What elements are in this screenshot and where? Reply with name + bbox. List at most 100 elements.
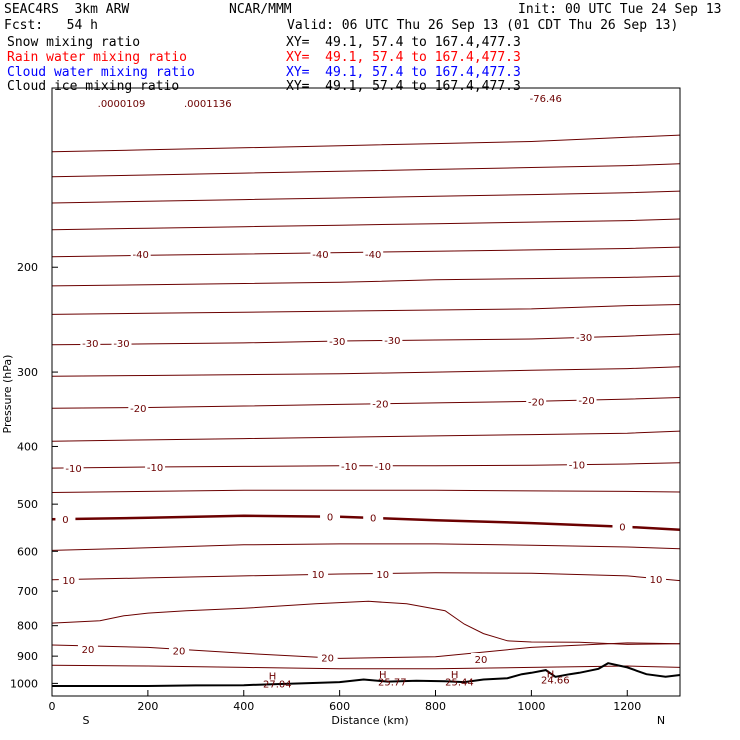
contour-label: 10 [62,576,75,587]
contour-label: -30 [113,339,129,350]
legend-rain-label: Rain water mixing ratio [7,50,188,65]
y-tick-label: 500 [17,498,38,511]
x-tick-label: 600 [329,700,350,713]
contour-label: -20 [528,397,544,408]
contour-label-knockout [320,510,341,523]
x-axis-title: Distance (km) [331,714,408,727]
contour-label-knockout [63,462,84,475]
model-title: SEAC4RS 3km ARW [4,2,130,17]
x-tick-label: 400 [233,700,254,713]
contour-label: -10 [341,462,357,473]
y-tick-label: 700 [17,585,38,598]
isotherm-line [51,246,681,258]
contour-label: 0 [327,512,333,523]
contour-label: -30 [82,339,98,350]
contour-label: -30 [329,337,345,348]
high-marker: H [269,672,277,683]
contour-label-knockout [145,460,166,473]
contour-label: 0 [370,513,376,524]
x-tick-label: 0 [49,700,56,713]
isotherm-line [51,275,681,287]
legend-cloud-ice-label: Cloud ice mixing ratio [7,79,180,94]
isotherm-line [51,366,681,377]
contour-label: 0 [62,515,68,526]
y-tick-label: 1000 [10,677,38,690]
extremum-value-label: 24.66 [541,676,570,687]
contour-label-knockout [80,336,101,349]
forecast-hour: Fcst: 54 h [4,18,98,33]
isotherm-line [51,543,681,551]
contour-label: -10 [375,462,391,473]
contour-label: 20 [475,655,488,666]
contour-label-knockout [363,247,384,260]
contour-label-knockout [111,336,132,349]
y-tick-label: 600 [17,545,38,558]
extremum-value-label: 27.04 [263,679,292,690]
contour-label: -40 [133,250,149,261]
contour-label-knockout [574,331,595,344]
isotherm-line [51,304,681,315]
contour-label-knockout [576,393,597,406]
contour-label: 10 [650,575,663,586]
legend-cloud-ice-xy: XY= 49.1, 57.4 to 167.4,477.3 [286,79,521,94]
contour-label-knockout [526,395,547,408]
contour-label: -20 [130,404,146,415]
contour-label: -40 [365,250,381,261]
extremum-value-label: 25.77 [378,677,407,688]
contour-labels: -40 -40 -40 -30 -30 -30 -30 -30 -20 -20 -20 -20 -10 -… [55,94,667,690]
legend-snow-xy: XY= 49.1, 57.4 to 167.4,477.3 [286,35,521,50]
x-tick-label: 1000 [517,700,545,713]
high-marker: H [451,670,459,681]
extremum-value-label: .0001136 [184,99,232,110]
contour-label-knockout [128,402,149,415]
contour-label-knockout [308,567,329,580]
contour-label: -20 [578,396,594,407]
contour-label-knockout [372,459,393,472]
isotherm-line [51,489,681,493]
north-endpoint-label: N [657,714,665,727]
y-tick-label: 300 [17,366,38,379]
y-axis-title: Pressure (hPa) [1,355,14,434]
contour-label-knockout [169,644,190,657]
south-endpoint-label: S [83,714,90,727]
contour-label-knockout [612,520,633,533]
contour-label: 20 [173,646,186,657]
contour-label-knockout [130,247,151,260]
x-tick-label: 800 [425,700,446,713]
isotherm-line [51,430,681,442]
contour-label: 20 [82,645,95,656]
y-tick-label: 900 [17,650,38,663]
extremum-value-label: -76.46 [530,94,562,105]
contour-label-knockout [55,513,76,526]
legend-snow-label: Snow mixing ratio [7,35,141,50]
contour-label: 0 [619,522,625,533]
contour-label-knockout [327,334,348,347]
isotherm-line [51,218,681,231]
terrain-line [52,662,681,687]
isotherm-line [51,642,681,659]
legend-cloud-water-xy: XY= 49.1, 57.4 to 167.4,477.3 [286,65,521,80]
high-marker: H [379,670,387,681]
contour-label-knockout [370,397,391,410]
contour-label-knockout [646,573,667,586]
valid-time: Valid: 06 UTC Thu 26 Sep 13 (01 CDT Thu … [287,18,679,33]
contour-label: 10 [376,570,389,581]
contour-label: -20 [372,400,388,411]
y-tick-label: 400 [17,440,38,453]
y-tick-label: 800 [17,620,38,633]
contour-label: 10 [312,570,325,581]
y-tick-label: 200 [17,261,38,274]
contour-label-knockout [363,511,384,524]
init-time: Init: 00 UTC Tue 24 Sep 13 [518,2,722,17]
contour-label: 20 [321,654,334,665]
zero-isotherm-line [51,514,681,531]
contour-label-knockout [566,458,587,471]
isotherm-line [51,190,681,204]
contour-label-knockout [471,652,492,665]
contour-label: -40 [312,250,328,261]
terrain-profile [52,662,681,687]
isotherm-line [51,572,681,582]
extremum-value-label: .0000109 [98,99,146,110]
contour-label-knockout [372,567,393,580]
contour-label: -30 [576,333,592,344]
